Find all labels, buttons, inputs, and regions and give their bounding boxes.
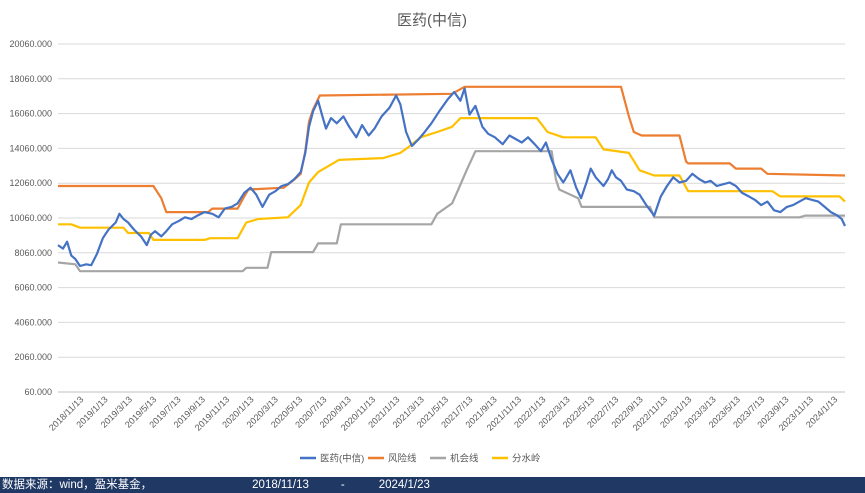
y-tick-label: 6060.000 [14, 283, 52, 293]
footer-bar: 数据来源：wind，盈米基金， 2018/11/13 - 2024/1/23 [0, 477, 865, 493]
x-axis-ticks: 2018/11/132019/1/132019/3/132019/5/13201… [47, 394, 839, 432]
series-line-2 [58, 85, 846, 214]
y-tick-label: 10060.000 [9, 213, 52, 223]
y-tick-label: 18060.000 [9, 74, 52, 84]
y-tick-label: 8060.000 [14, 248, 52, 258]
chart-title: 医药(中信) [397, 12, 467, 29]
legend-label: 医药(中信) [320, 453, 364, 465]
series-line-1 [57, 87, 846, 268]
line-chart: 医药(中信) 20060.000 18060.000 16060.000 14060.… [9, 12, 846, 465]
legend-label: 分水岭 [512, 453, 541, 465]
y-tick-label: 16060.000 [9, 109, 52, 119]
y-tick-label: 12060.000 [9, 178, 52, 188]
y-tick-label: 20060.000 [9, 39, 52, 49]
footer-source: 数据来源：wind，盈米基金， [2, 479, 153, 491]
legend: 医药(中信) 风险线 机会线 分水岭 [300, 453, 541, 465]
legend-label: 机会线 [450, 453, 479, 465]
y-tick-label: 14060.000 [9, 143, 52, 153]
footer-start-date: 2018/11/13 [252, 479, 309, 491]
series-line-4 [58, 117, 846, 241]
y-tick-label: 60.000 [24, 387, 52, 397]
y-axis-ticks: 20060.000 18060.000 16060.000 14060.000 1206… [9, 39, 52, 397]
legend-label: 风险线 [388, 453, 417, 465]
chart-canvas: 医药(中信) 20060.000 18060.000 16060.000 14060.… [9, 12, 846, 465]
y-tick-label: 4060.000 [14, 317, 52, 327]
footer-end-date: 2024/1/23 [378, 479, 430, 491]
y-tick-label: 2060.000 [14, 352, 52, 362]
series-lines [57, 85, 846, 273]
series-line-3 [57, 150, 845, 273]
footer-separator: - [340, 479, 345, 491]
